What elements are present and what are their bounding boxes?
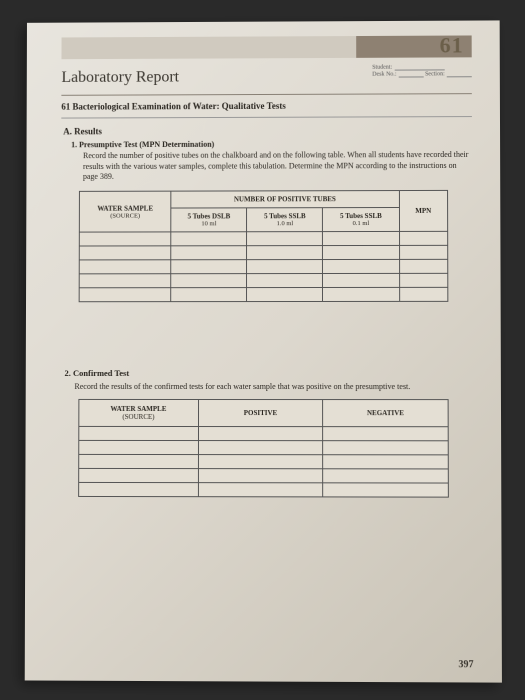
item-2-num: 2. — [65, 368, 71, 378]
desk-blank[interactable] — [399, 70, 424, 77]
lab-report-page: 61 Laboratory Report Student: Desk No.: … — [25, 20, 502, 682]
item-2-desc: Record the results of the confirmed test… — [74, 382, 472, 391]
t1-header-span: NUMBER OF POSITIVE TUBES — [171, 191, 399, 208]
header-band: 61 — [61, 35, 471, 59]
table-row — [79, 469, 449, 484]
t2-ws-label: WATER SAMPLE — [111, 405, 167, 413]
item-1-title: Presumptive Test (MPN Determination) — [79, 140, 214, 149]
table-row — [79, 455, 449, 470]
item-1-desc: Record the number of positive tubes on t… — [83, 150, 472, 183]
student-info: Student: Desk No.: Section: — [372, 63, 472, 77]
desk-label: Desk No.: — [372, 72, 396, 78]
item-2-title: Confirmed Test — [73, 368, 129, 378]
table-row — [79, 274, 448, 288]
section-label: Section: — [425, 71, 445, 77]
table-row — [79, 260, 448, 275]
table-row — [79, 427, 448, 441]
table-row — [79, 232, 447, 247]
table-row — [79, 483, 449, 498]
t2-ws-sub: (SOURCE) — [122, 413, 154, 421]
t2-col-negative: NEGATIVE — [323, 400, 448, 427]
chapter-number: 61 — [440, 33, 464, 59]
table-presumptive: WATER SAMPLE (SOURCE) NUMBER OF POSITIVE… — [79, 190, 449, 302]
t2-col-positive: POSITIVE — [198, 400, 323, 427]
t1-col-1: 5 Tubes DSLB10 ml — [171, 208, 247, 232]
table-confirmed: WATER SAMPLE (SOURCE) POSITIVE NEGATIVE — [78, 399, 449, 498]
page-number: 397 — [458, 659, 473, 670]
section-a-heading: A. Results — [63, 125, 472, 136]
table-row — [79, 246, 447, 261]
t1-ws-sub: (SOURCE) — [86, 212, 165, 219]
item-1: 1. Presumptive Test (MPN Determination) … — [71, 139, 472, 183]
t1-col-mpn: MPN — [399, 191, 448, 232]
item-2: 2. Confirmed Test — [65, 368, 473, 378]
t1-ws-label: WATER SAMPLE — [97, 204, 153, 212]
subheading: 61 Bacteriological Examination of Water:… — [61, 94, 472, 118]
title-row: Laboratory Report Student: Desk No.: Sec… — [61, 61, 471, 95]
table-row — [79, 288, 448, 302]
t1-col-2: 5 Tubes SSLB1.0 ml — [247, 208, 323, 232]
t1-col-3: 5 Tubes SSLB0.1 ml — [323, 208, 399, 232]
section-blank[interactable] — [447, 70, 472, 77]
item-1-num: 1. — [71, 140, 77, 149]
t2-col-watersample: WATER SAMPLE (SOURCE) — [79, 400, 198, 427]
table-row — [79, 441, 449, 455]
t1-col-watersample: WATER SAMPLE (SOURCE) — [79, 191, 171, 232]
